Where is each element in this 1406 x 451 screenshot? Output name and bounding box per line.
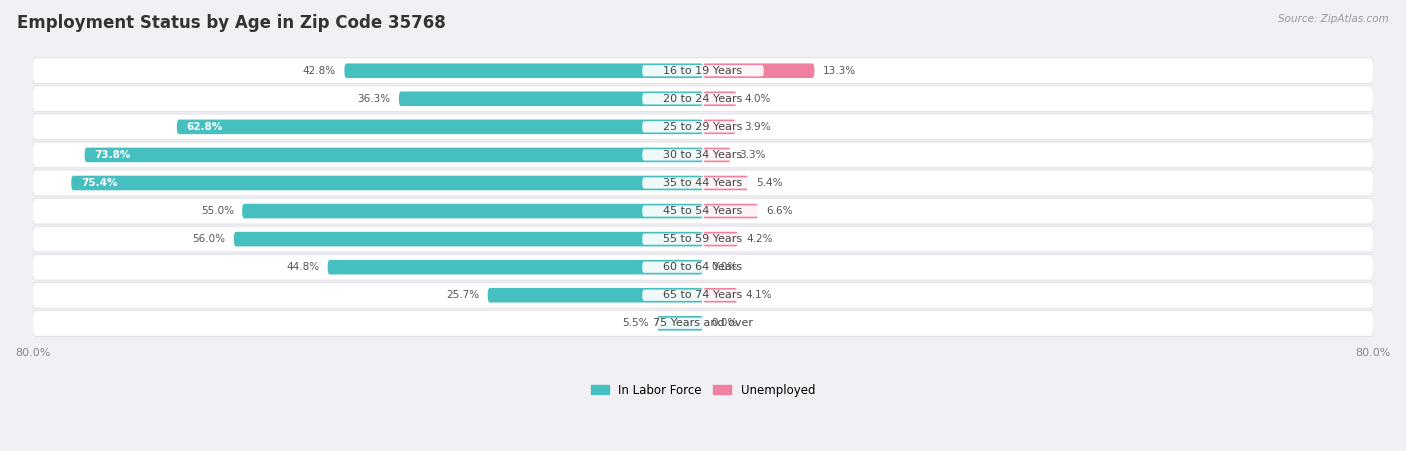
Text: 4.2%: 4.2% bbox=[747, 234, 773, 244]
Text: 55 to 59 Years: 55 to 59 Years bbox=[664, 234, 742, 244]
FancyBboxPatch shape bbox=[703, 147, 731, 162]
Text: 62.8%: 62.8% bbox=[187, 122, 224, 132]
Text: 16 to 19 Years: 16 to 19 Years bbox=[664, 66, 742, 76]
Text: 60 to 64 Years: 60 to 64 Years bbox=[664, 262, 742, 272]
FancyBboxPatch shape bbox=[32, 170, 1374, 196]
FancyBboxPatch shape bbox=[32, 86, 1374, 112]
FancyBboxPatch shape bbox=[32, 142, 1374, 168]
FancyBboxPatch shape bbox=[703, 204, 758, 218]
FancyBboxPatch shape bbox=[72, 176, 703, 190]
FancyBboxPatch shape bbox=[399, 92, 703, 106]
Text: 20 to 24 Years: 20 to 24 Years bbox=[664, 94, 742, 104]
Text: 0.0%: 0.0% bbox=[711, 262, 738, 272]
FancyBboxPatch shape bbox=[344, 64, 703, 78]
FancyBboxPatch shape bbox=[643, 234, 763, 245]
FancyBboxPatch shape bbox=[242, 204, 703, 218]
FancyBboxPatch shape bbox=[488, 288, 703, 303]
FancyBboxPatch shape bbox=[703, 288, 737, 303]
Text: 3.3%: 3.3% bbox=[740, 150, 765, 160]
Text: 25.7%: 25.7% bbox=[446, 290, 479, 300]
FancyBboxPatch shape bbox=[643, 65, 763, 76]
Text: 42.8%: 42.8% bbox=[302, 66, 336, 76]
Text: 36.3%: 36.3% bbox=[357, 94, 391, 104]
Text: 3.9%: 3.9% bbox=[744, 122, 770, 132]
Text: 44.8%: 44.8% bbox=[287, 262, 319, 272]
Text: 13.3%: 13.3% bbox=[823, 66, 856, 76]
Text: 75 Years and over: 75 Years and over bbox=[652, 318, 754, 328]
Text: 25 to 29 Years: 25 to 29 Years bbox=[664, 122, 742, 132]
Legend: In Labor Force, Unemployed: In Labor Force, Unemployed bbox=[586, 379, 820, 401]
Text: Employment Status by Age in Zip Code 35768: Employment Status by Age in Zip Code 357… bbox=[17, 14, 446, 32]
FancyBboxPatch shape bbox=[643, 177, 763, 189]
Text: 30 to 34 Years: 30 to 34 Years bbox=[664, 150, 742, 160]
FancyBboxPatch shape bbox=[328, 260, 703, 275]
FancyBboxPatch shape bbox=[32, 114, 1374, 140]
FancyBboxPatch shape bbox=[643, 318, 763, 329]
Text: 0.0%: 0.0% bbox=[711, 318, 738, 328]
FancyBboxPatch shape bbox=[643, 149, 763, 161]
Text: Source: ZipAtlas.com: Source: ZipAtlas.com bbox=[1278, 14, 1389, 23]
FancyBboxPatch shape bbox=[703, 92, 737, 106]
Text: 6.6%: 6.6% bbox=[766, 206, 793, 216]
Text: 75.4%: 75.4% bbox=[82, 178, 118, 188]
FancyBboxPatch shape bbox=[643, 262, 763, 273]
FancyBboxPatch shape bbox=[703, 176, 748, 190]
Text: 5.4%: 5.4% bbox=[756, 178, 783, 188]
Text: 55.0%: 55.0% bbox=[201, 206, 233, 216]
Text: 5.5%: 5.5% bbox=[621, 318, 648, 328]
FancyBboxPatch shape bbox=[32, 226, 1374, 252]
FancyBboxPatch shape bbox=[233, 232, 703, 246]
FancyBboxPatch shape bbox=[32, 254, 1374, 280]
FancyBboxPatch shape bbox=[32, 310, 1374, 336]
Text: 73.8%: 73.8% bbox=[94, 150, 131, 160]
Text: 4.1%: 4.1% bbox=[745, 290, 772, 300]
FancyBboxPatch shape bbox=[643, 206, 763, 216]
FancyBboxPatch shape bbox=[32, 198, 1374, 224]
FancyBboxPatch shape bbox=[177, 120, 703, 134]
Text: 4.0%: 4.0% bbox=[745, 94, 772, 104]
FancyBboxPatch shape bbox=[703, 120, 735, 134]
FancyBboxPatch shape bbox=[84, 147, 703, 162]
FancyBboxPatch shape bbox=[657, 316, 703, 331]
Text: 56.0%: 56.0% bbox=[193, 234, 225, 244]
FancyBboxPatch shape bbox=[643, 121, 763, 133]
FancyBboxPatch shape bbox=[643, 290, 763, 301]
FancyBboxPatch shape bbox=[32, 282, 1374, 308]
FancyBboxPatch shape bbox=[703, 64, 814, 78]
Text: 35 to 44 Years: 35 to 44 Years bbox=[664, 178, 742, 188]
FancyBboxPatch shape bbox=[703, 232, 738, 246]
FancyBboxPatch shape bbox=[32, 58, 1374, 83]
Text: 45 to 54 Years: 45 to 54 Years bbox=[664, 206, 742, 216]
FancyBboxPatch shape bbox=[643, 93, 763, 104]
Text: 65 to 74 Years: 65 to 74 Years bbox=[664, 290, 742, 300]
